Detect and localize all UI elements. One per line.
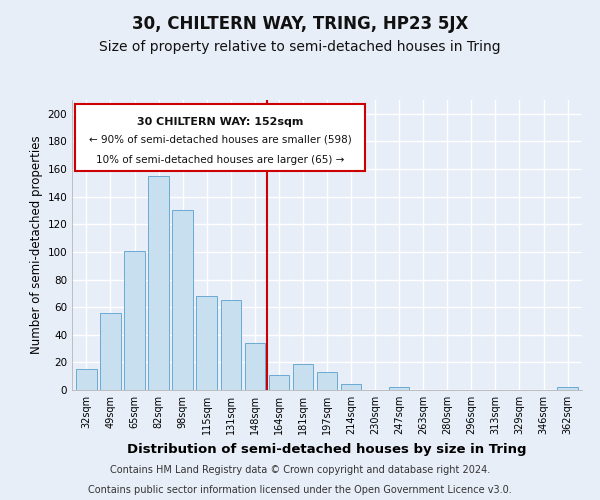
X-axis label: Distribution of semi-detached houses by size in Tring: Distribution of semi-detached houses by … bbox=[127, 442, 527, 456]
FancyBboxPatch shape bbox=[74, 104, 365, 171]
Text: 10% of semi-detached houses are larger (65) →: 10% of semi-detached houses are larger (… bbox=[96, 155, 344, 165]
Bar bbox=[148, 176, 169, 390]
Bar bbox=[269, 375, 289, 390]
Bar bbox=[76, 370, 97, 390]
Text: 30, CHILTERN WAY, TRING, HP23 5JX: 30, CHILTERN WAY, TRING, HP23 5JX bbox=[132, 15, 468, 33]
Bar bbox=[557, 387, 578, 390]
Bar bbox=[196, 296, 217, 390]
Text: 30 CHILTERN WAY: 152sqm: 30 CHILTERN WAY: 152sqm bbox=[137, 118, 303, 128]
Text: Contains HM Land Registry data © Crown copyright and database right 2024.: Contains HM Land Registry data © Crown c… bbox=[110, 465, 490, 475]
Bar bbox=[172, 210, 193, 390]
Bar bbox=[341, 384, 361, 390]
Text: ← 90% of semi-detached houses are smaller (598): ← 90% of semi-detached houses are smalle… bbox=[89, 135, 351, 145]
Bar bbox=[317, 372, 337, 390]
Text: Contains public sector information licensed under the Open Government Licence v3: Contains public sector information licen… bbox=[88, 485, 512, 495]
Text: Size of property relative to semi-detached houses in Tring: Size of property relative to semi-detach… bbox=[99, 40, 501, 54]
Bar bbox=[293, 364, 313, 390]
Bar bbox=[245, 343, 265, 390]
Bar bbox=[221, 300, 241, 390]
Bar bbox=[124, 250, 145, 390]
Bar bbox=[389, 387, 409, 390]
Bar bbox=[100, 312, 121, 390]
Y-axis label: Number of semi-detached properties: Number of semi-detached properties bbox=[30, 136, 43, 354]
